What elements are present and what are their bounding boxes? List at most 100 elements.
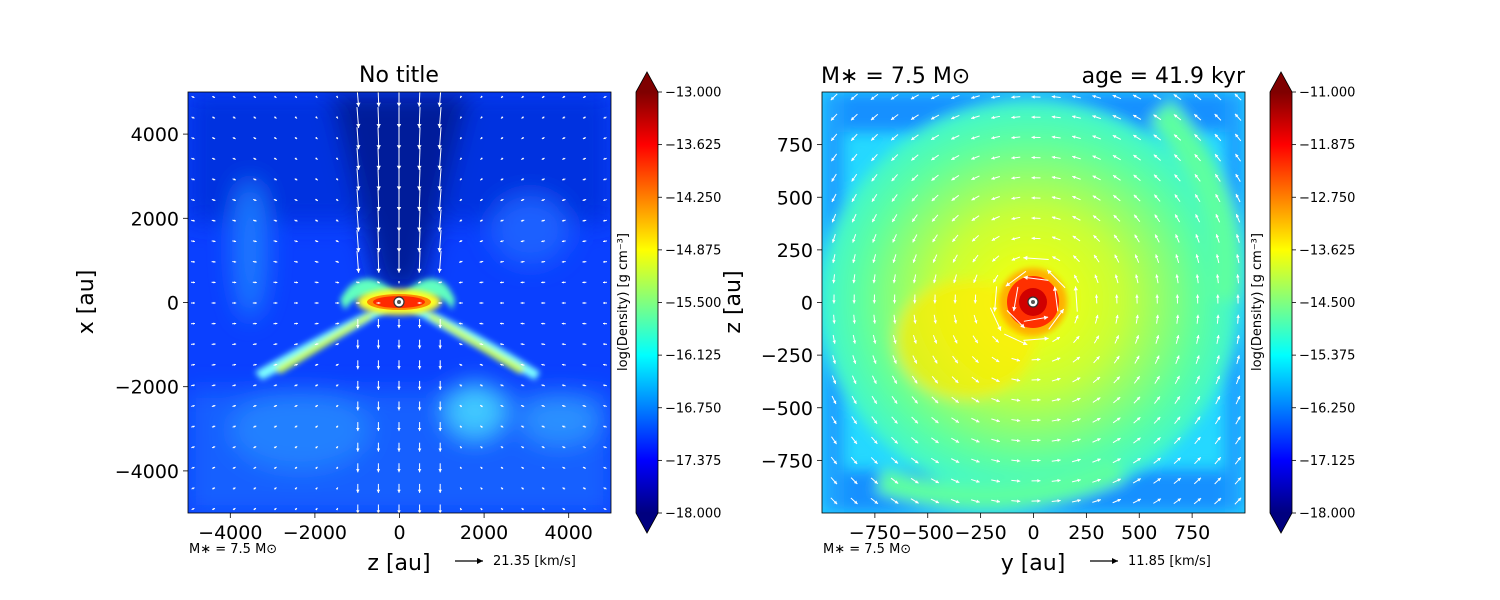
velocity-arrow-head [1057, 418, 1061, 422]
velocity-arrow-head [1194, 174, 1199, 178]
velocity-arrow-head [871, 137, 875, 141]
velocity-arrow-head [976, 479, 980, 483]
velocity-arrow-head [1073, 286, 1078, 291]
velocity-arrow-head [954, 359, 958, 364]
velocity-arrow-head [520, 240, 524, 243]
velocity-arrow-head [912, 238, 916, 243]
velocity-arrow-head [1136, 396, 1141, 401]
velocity-arrow-head [396, 145, 402, 150]
x-tick-label: 500 [1121, 522, 1157, 544]
velocity-arrow-head [500, 219, 503, 222]
velocity-arrow-head [583, 95, 586, 98]
velocity-arrow-head [275, 301, 278, 305]
velocity-arrow-head [1115, 314, 1119, 319]
velocity-arrow-head [1077, 458, 1081, 462]
velocity-arrow-head [561, 260, 564, 263]
velocity-arrow-head [603, 487, 606, 490]
right-plot-area [822, 92, 1245, 513]
velocity-arrow-head [603, 137, 606, 140]
velocity-arrow-head [294, 95, 297, 98]
colorbar-tick-label: −14.875 [665, 243, 721, 258]
velocity-arrow-head [336, 219, 339, 222]
velocity-arrow-head [1215, 234, 1219, 238]
velocity-arrow-head [438, 489, 442, 493]
velocity-arrow-head [275, 260, 278, 263]
velocity-arrow-head [1011, 95, 1015, 99]
velocity-arrow-head [1072, 155, 1076, 159]
velocity-arrow-head [1115, 335, 1119, 339]
velocity-arrow-head [254, 178, 257, 181]
velocity-arrow-head [233, 405, 236, 408]
velocity-arrow-head [315, 425, 318, 428]
velocity-arrow-head [315, 95, 318, 98]
velocity-arrow-head [832, 320, 836, 324]
velocity-arrow-head [914, 419, 918, 424]
velocity-arrow-head [1235, 194, 1239, 198]
velocity-arrow-head [1057, 458, 1061, 463]
left-colorbar-ticks: −13.000 −13.625 −14.250 −14.875 −15.500 −16.1… [658, 86, 721, 522]
velocity-arrow-head [438, 345, 442, 349]
velocity-arrow-head [254, 219, 257, 222]
velocity-arrow-head [274, 508, 277, 511]
left-mass-label: M∗ = 7.5 M⊙ [189, 542, 277, 557]
velocity-arrow-head [459, 240, 462, 242]
velocity-arrow-head [1137, 498, 1141, 502]
velocity-arrow-head [315, 363, 319, 366]
velocity-arrow-head [275, 281, 278, 284]
velocity-arrow-head [233, 425, 236, 428]
velocity-arrow-head [213, 343, 216, 346]
velocity-arrow-head [234, 301, 237, 305]
velocity-arrow-head [893, 380, 897, 384]
velocity-arrow-head [438, 366, 442, 370]
velocity-arrow-head [1215, 254, 1220, 258]
colorbar-tick-label: −17.125 [1299, 454, 1355, 469]
velocity-arrow-head [459, 425, 463, 428]
y-tick-label: 750 [777, 135, 813, 157]
velocity-arrow-head [975, 439, 980, 443]
velocity-arrow-head [891, 136, 895, 141]
velocity-arrow-head [460, 446, 463, 449]
velocity-arrow-head [213, 425, 216, 428]
velocity-arrow-head [274, 425, 277, 428]
velocity-arrow-head [915, 500, 919, 504]
velocity-arrow-head [833, 500, 838, 505]
velocity-arrow-head [930, 96, 935, 100]
velocity-arrow-head [853, 420, 857, 424]
velocity-arrow-head [397, 407, 401, 411]
velocity-arrow-head [1157, 498, 1162, 502]
velocity-arrow-head [914, 399, 918, 404]
velocity-arrow-head [996, 418, 1000, 423]
velocity-arrow-head [953, 258, 957, 263]
velocity-arrow [1054, 286, 1059, 312]
velocity-arrow-head [1016, 459, 1021, 463]
velocity-arrow-head [1031, 95, 1035, 99]
velocity-arrow-head [852, 239, 856, 243]
velocity-arrow-head [891, 157, 895, 161]
velocity-arrow-head [931, 156, 935, 161]
velocity-arrow-head [274, 384, 278, 387]
velocity-arrow-head [562, 116, 565, 119]
velocity-arrow-head [356, 448, 360, 452]
velocity-arrow-head [991, 237, 996, 241]
velocity-arrow-head [437, 206, 442, 211]
velocity-arrow-head [438, 469, 442, 473]
velocity-arrow-head [893, 400, 898, 404]
velocity-arrow-head [356, 123, 361, 129]
velocity-arrow-head [254, 260, 257, 263]
velocity-arrow-head [1217, 416, 1221, 420]
velocity-arrow-head [975, 419, 980, 423]
velocity-arrow-head [911, 197, 916, 202]
velocity-arrow-head [541, 363, 544, 366]
velocity-arrow-head [254, 322, 257, 325]
velocity-arrow-head [1137, 478, 1141, 482]
velocity-arrow-head [1175, 294, 1180, 298]
right-colorbar-ticks: −11.000 −11.875 −12.750 −13.625 −14.500 −15.3… [1292, 86, 1355, 522]
velocity-arrow-head [911, 157, 915, 161]
velocity-arrow-head [417, 366, 422, 370]
right-ylabel: z [au] [721, 270, 746, 333]
velocity-arrow-head [254, 301, 257, 305]
velocity-arrow-head [1237, 477, 1241, 481]
velocity-arrow-head [582, 219, 585, 222]
velocity-arrow-head [974, 319, 978, 324]
velocity-arrow-head [480, 508, 483, 511]
